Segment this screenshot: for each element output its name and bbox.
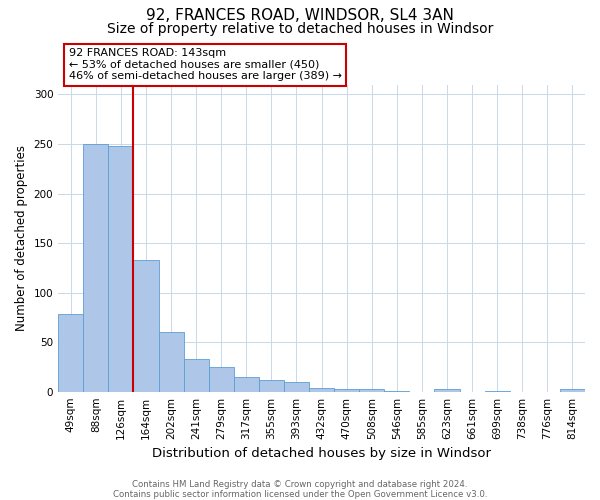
Bar [109, 146, 133, 392]
Text: 92, FRANCES ROAD, WINDSOR, SL4 3AN: 92, FRANCES ROAD, WINDSOR, SL4 3AN [146, 8, 454, 22]
Bar [184, 359, 209, 392]
Bar [334, 388, 359, 392]
Bar [309, 388, 334, 392]
Bar [359, 388, 385, 392]
Bar [485, 390, 510, 392]
Bar [434, 388, 460, 392]
Bar [209, 367, 234, 392]
Y-axis label: Number of detached properties: Number of detached properties [15, 145, 28, 331]
Bar [234, 377, 259, 392]
Text: Contains public sector information licensed under the Open Government Licence v3: Contains public sector information licen… [113, 490, 487, 499]
Bar [58, 314, 83, 392]
Bar [284, 382, 309, 392]
Bar [385, 390, 409, 392]
Bar [83, 144, 109, 392]
Bar [158, 332, 184, 392]
Bar [133, 260, 158, 392]
Bar [259, 380, 284, 392]
Text: Contains HM Land Registry data © Crown copyright and database right 2024.: Contains HM Land Registry data © Crown c… [132, 480, 468, 489]
Bar [560, 388, 585, 392]
Text: Size of property relative to detached houses in Windsor: Size of property relative to detached ho… [107, 22, 493, 36]
Text: 92 FRANCES ROAD: 143sqm
← 53% of detached houses are smaller (450)
46% of semi-d: 92 FRANCES ROAD: 143sqm ← 53% of detache… [69, 48, 342, 82]
X-axis label: Distribution of detached houses by size in Windsor: Distribution of detached houses by size … [152, 447, 491, 460]
